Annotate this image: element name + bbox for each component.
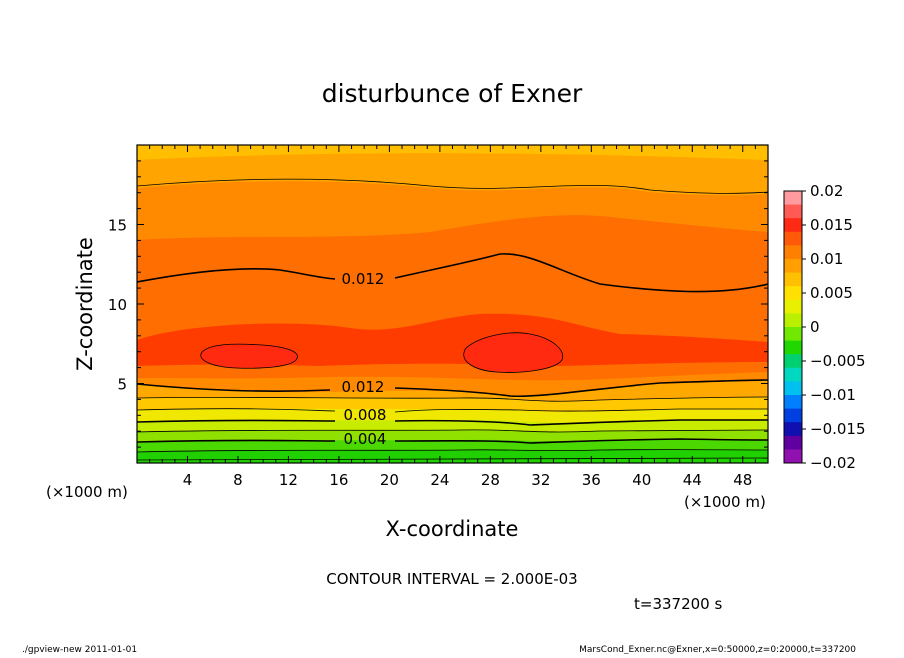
contour-label-0004: 0.004 (344, 430, 387, 448)
y-tick-label: 10 (108, 296, 127, 314)
x-axis: 4 8 12 16 20 24 28 32 36 40 44 48 (149, 145, 756, 489)
colorbar-segment (784, 204, 802, 219)
colorbar-tick-label: 0 (810, 318, 820, 336)
x-tick-label: 36 (582, 471, 601, 489)
colorbar-segment (784, 381, 802, 396)
colorbar-segment (784, 245, 802, 260)
colorbar-segment (784, 395, 802, 410)
colorbar-segment (784, 354, 802, 369)
colorbar-segment (784, 327, 802, 342)
x-tick-label: 24 (430, 471, 449, 489)
contour-fill-layers (137, 145, 768, 463)
colorbar-tick-label: −0.01 (810, 386, 856, 404)
contour-top (137, 178, 768, 194)
x-tick-label: 48 (733, 471, 752, 489)
x-tick-label: 4 (183, 471, 193, 489)
band-yellow-top (137, 145, 768, 160)
cell-left-high (200, 343, 298, 369)
colorbar-tick-label: −0.015 (810, 420, 866, 438)
colorbar-segment (784, 299, 802, 314)
colorbar-segment (784, 435, 802, 450)
footer-right: MarsCond_Exner.nc@Exner,x=0:50000,z=0:20… (579, 645, 856, 654)
contour-lower-0012 (137, 379, 768, 398)
x-tick-label: 40 (632, 471, 651, 489)
x-unit-label-left: (×1000 m) (46, 483, 128, 501)
x-tick-label: 44 (683, 471, 702, 489)
contour-0008 (137, 419, 768, 426)
colorbar: 0.02 0.015 0.01 0.005 0 −0.005 −0.01 −0.015 −0.0… (783, 182, 866, 472)
colorbar-segment (784, 422, 802, 437)
contour-label-lower: 0.012 (342, 378, 385, 396)
colorbar-segment (784, 218, 802, 233)
colorbar-segment (784, 259, 802, 274)
colorbar-tick-label: 0.02 (810, 182, 843, 200)
colorbar-tick-label: −0.02 (810, 454, 856, 472)
x-tick-label: 16 (329, 471, 348, 489)
colorbar-tick-label: −0.005 (810, 352, 866, 370)
colorbar-segment (784, 340, 802, 355)
colorbar-segment (784, 313, 802, 328)
contour-interval-text: CONTOUR INTERVAL = 2.000E-03 (326, 570, 577, 588)
x-tick-label: 28 (481, 471, 500, 489)
x-tick-label: 32 (531, 471, 550, 489)
colorbar-segment (784, 231, 802, 246)
x-tick-label: 12 (279, 471, 298, 489)
x-axis-label: X-coordinate (386, 517, 519, 541)
colorbar-segment (784, 367, 802, 382)
y-tick-label: 5 (117, 376, 127, 394)
colorbar-segment (784, 408, 802, 423)
contour-mid-2 (137, 408, 768, 413)
x-unit-label-right: (×1000 m) (684, 493, 766, 511)
chart-title: disturbunce of Exner (322, 79, 583, 108)
y-tick-label: 15 (108, 217, 127, 235)
contour-0004 (137, 438, 768, 444)
contour-label-upper: 0.012 (342, 270, 385, 288)
y-axis: 5 10 15 (108, 160, 768, 448)
footer-left: ./gpview-new 2011-01-01 (22, 645, 137, 654)
colorbar-segment (784, 449, 802, 464)
contour-low-2 (137, 449, 768, 453)
contour-upper-0012 (137, 253, 768, 293)
colorbar-segment (784, 191, 802, 206)
y-axis-label: Z-coordinate (73, 237, 97, 371)
contour-low-1 (137, 429, 768, 433)
colorbar-tick-label: 0.01 (810, 250, 843, 268)
colorbar-segment (784, 286, 802, 301)
band-orange-top (137, 145, 768, 196)
x-tick-label: 8 (233, 471, 243, 489)
colorbar-tick-label: 0.005 (810, 284, 853, 302)
contour-mid-1 (137, 396, 768, 402)
x-tick-label: 20 (380, 471, 399, 489)
colorbar-segment (784, 272, 802, 287)
colorbar-tick-label: 0.015 (810, 216, 853, 234)
cell-right-high (463, 332, 564, 373)
time-label: t=337200 s (634, 595, 722, 613)
contour-label-0008: 0.008 (344, 406, 387, 424)
